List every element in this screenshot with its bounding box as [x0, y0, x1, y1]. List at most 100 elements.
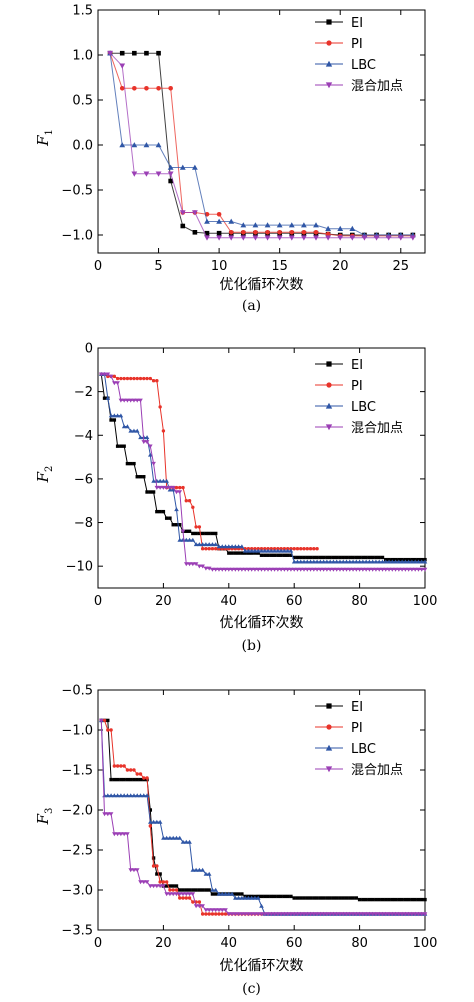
data-point	[406, 912, 411, 917]
data-point	[206, 566, 212, 571]
data-point	[142, 776, 146, 780]
data-point	[354, 567, 359, 572]
data-point	[233, 567, 238, 572]
data-point	[143, 142, 150, 148]
data-point	[171, 888, 175, 892]
data-point	[191, 210, 198, 216]
data-point	[390, 897, 394, 902]
data-point	[314, 567, 320, 572]
data-point	[262, 912, 268, 917]
data-point	[304, 912, 310, 917]
data-point	[350, 567, 356, 572]
data-point	[292, 547, 296, 551]
data-point	[363, 912, 369, 917]
legend-label: 混合加点	[351, 79, 403, 94]
data-point	[249, 912, 254, 917]
data-point	[192, 230, 198, 235]
data-point	[246, 912, 251, 917]
data-point	[226, 544, 232, 549]
data-point	[216, 544, 222, 549]
data-point	[373, 912, 379, 917]
data-point	[354, 555, 359, 560]
data-point	[305, 555, 309, 560]
data-point	[180, 529, 186, 534]
data-point	[204, 531, 208, 536]
data-point	[246, 567, 251, 572]
series-line	[101, 373, 425, 570]
data-point	[393, 567, 398, 572]
data-point	[109, 777, 113, 782]
data-point	[327, 559, 333, 564]
data-point	[178, 523, 182, 527]
data-point	[168, 516, 172, 520]
data-point	[272, 912, 277, 917]
data-point	[308, 896, 313, 900]
data-point	[216, 891, 222, 896]
data-point	[171, 884, 175, 888]
data-point	[109, 728, 113, 732]
data-point	[210, 547, 215, 551]
data-point	[193, 562, 199, 567]
data-point	[313, 222, 319, 228]
data-point	[331, 567, 336, 572]
data-point	[325, 766, 333, 773]
data-point	[361, 555, 365, 560]
data-point	[148, 824, 153, 828]
data-point	[276, 553, 280, 557]
data-point	[326, 361, 332, 367]
data-point	[115, 376, 120, 381]
data-point	[390, 912, 395, 917]
data-point	[393, 559, 398, 564]
data-point	[148, 452, 153, 457]
data-point	[360, 912, 366, 917]
x-tick-label: 40	[221, 936, 238, 951]
x-tick-label: 100	[413, 594, 438, 609]
data-point	[135, 475, 139, 479]
data-point	[409, 567, 415, 572]
data-point	[128, 428, 133, 433]
data-point	[304, 567, 310, 572]
data-point	[119, 142, 126, 148]
data-point	[364, 897, 368, 902]
data-point	[134, 868, 140, 873]
data-point	[177, 835, 183, 840]
data-point	[331, 555, 336, 560]
data-point	[158, 880, 162, 884]
data-point	[264, 235, 271, 241]
data-point	[125, 832, 130, 837]
data-point	[331, 559, 336, 564]
data-point	[265, 230, 270, 235]
data-point	[203, 871, 209, 876]
data-point	[259, 567, 264, 572]
data-point	[272, 548, 277, 553]
legend-label: PI	[351, 379, 363, 394]
data-point	[386, 567, 392, 572]
data-point	[302, 555, 306, 560]
data-point	[129, 768, 133, 772]
data-point	[142, 376, 146, 381]
data-point	[125, 777, 130, 782]
data-point	[108, 793, 114, 798]
data-point	[119, 63, 126, 69]
data-point	[204, 912, 208, 916]
data-point	[105, 372, 111, 377]
data-point	[197, 564, 202, 569]
data-point	[193, 542, 199, 547]
data-point	[361, 897, 365, 902]
data-point	[351, 555, 355, 560]
data-point	[210, 908, 215, 913]
data-point	[357, 567, 362, 572]
data-point	[326, 724, 332, 730]
data-point	[125, 376, 130, 381]
data-point	[143, 171, 150, 177]
data-point	[138, 880, 143, 885]
x-axis-label: 优化循环次数	[220, 958, 304, 974]
data-point	[213, 908, 219, 913]
data-point	[340, 559, 346, 564]
data-point	[210, 912, 215, 916]
data-point	[326, 382, 332, 388]
data-point	[300, 222, 307, 228]
data-point	[115, 764, 120, 768]
data-point	[344, 912, 349, 917]
data-point	[272, 894, 277, 899]
